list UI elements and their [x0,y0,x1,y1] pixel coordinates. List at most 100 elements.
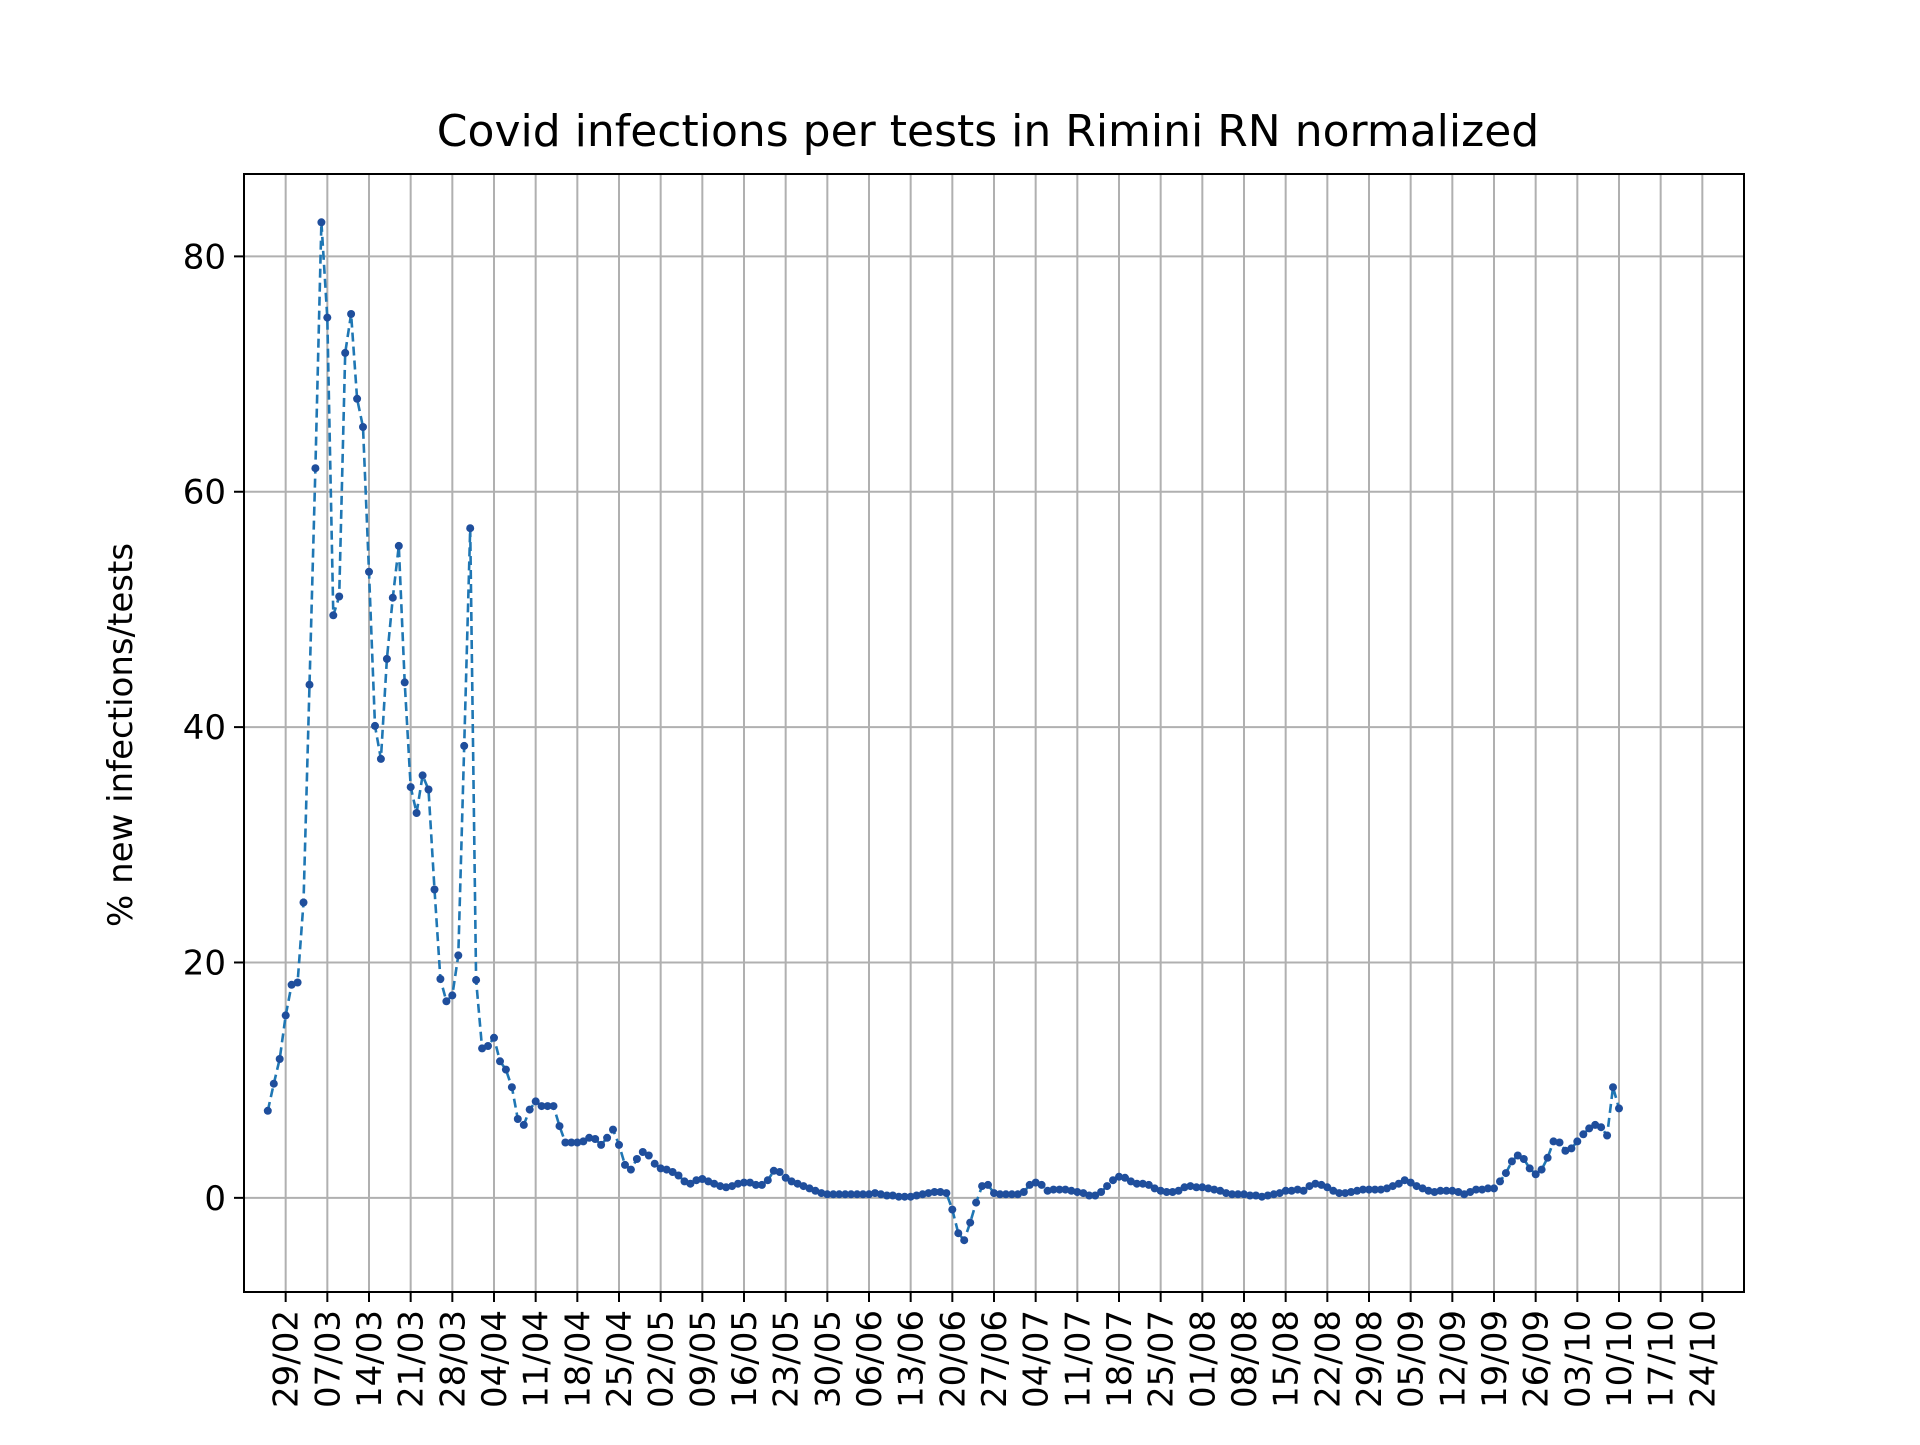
data-point [549,1102,558,1111]
data-point [353,394,362,403]
data-point [531,1097,540,1106]
y-tick-label: 20 [183,943,226,983]
x-tick-label: 05/09 [1392,1310,1432,1408]
data-point [650,1159,659,1168]
data-point [1323,1183,1332,1192]
data-point [293,978,302,987]
data-point [1436,1186,1445,1195]
data-point [335,592,344,601]
data-point [400,678,409,687]
data-point [1150,1184,1159,1193]
data-point [1543,1153,1552,1162]
data-point [865,1190,873,1199]
data-point [1287,1186,1296,1195]
data-point [882,1191,891,1200]
y-tick-label: 80 [183,237,226,277]
data-point [341,348,350,357]
data-point [519,1120,528,1129]
data-point [1174,1186,1183,1195]
data-point [376,754,385,763]
data-point [644,1151,653,1160]
data-point [561,1138,570,1147]
data-point [1240,1190,1248,1199]
data-point [990,1189,998,1198]
x-tick-label: 16/05 [725,1310,765,1408]
data-point [591,1135,600,1143]
data-point [835,1190,844,1199]
data-point [1246,1191,1254,1200]
data-point [1210,1185,1219,1194]
data-point [567,1138,576,1147]
data-point [1061,1185,1070,1194]
data-point [1007,1190,1016,1199]
data-point [948,1205,957,1214]
data-point [1097,1188,1106,1196]
x-tick-label: 19/09 [1475,1310,1515,1408]
x-tick-label: 12/09 [1433,1310,1473,1408]
data-point [382,654,391,663]
data-point [1162,1188,1171,1196]
data-point [1448,1186,1457,1195]
data-point [1001,1190,1010,1199]
data-point [954,1229,963,1238]
x-tick-label: 04/04 [475,1310,515,1408]
y-axis: 0 20 40 60 80 [183,237,244,1219]
data-point [1037,1180,1046,1189]
data-point [317,218,326,227]
chart-title: Covid infections per tests in Rimini RN … [437,106,1539,157]
data-point [1442,1186,1451,1195]
data-point [1186,1182,1195,1191]
data-point [829,1190,838,1199]
data-point [853,1190,862,1199]
data-point [912,1191,921,1200]
data-point [894,1192,903,1201]
data-point [1513,1151,1522,1160]
data-point [359,423,367,431]
data-point [1049,1185,1058,1194]
data-point [501,1065,510,1074]
data-point [1335,1189,1344,1198]
data-point [513,1115,522,1123]
data-point [1388,1182,1397,1191]
data-point [573,1138,582,1147]
data-point [1251,1191,1260,1200]
data-point [966,1218,975,1227]
x-tick-label: 29/08 [1350,1310,1390,1408]
data-point [930,1188,939,1196]
data-point [960,1236,969,1245]
data-point [811,1186,820,1195]
data-point [1299,1186,1308,1195]
data-point [347,310,356,318]
data-point [1424,1186,1433,1195]
data-point [1085,1191,1094,1200]
data-point [1406,1178,1415,1187]
data-point [448,991,457,1000]
data-point [466,524,475,533]
x-tick-label: 25/04 [600,1310,640,1408]
data-point [859,1190,867,1199]
data-point [972,1198,981,1207]
data-point [460,741,469,750]
x-tick-label: 30/05 [808,1310,848,1408]
x-tick-label: 02/05 [642,1310,682,1408]
data-point [1496,1177,1504,1186]
data-point [1507,1157,1516,1166]
data-point [1376,1185,1385,1194]
x-tick-label: 17/10 [1642,1310,1682,1408]
data-point [638,1148,647,1156]
data-point [1115,1172,1123,1181]
x-tick-label: 15/08 [1267,1310,1307,1408]
data-point [442,997,451,1006]
x-tick-label: 13/06 [892,1310,932,1408]
x-axis: 29/02 07/03 14/03 21/03 28/03 04/04 11/04 18/04… [267,1292,1723,1408]
data-point [1573,1137,1582,1146]
x-tick-label: 14/03 [350,1310,390,1408]
data-point [1341,1189,1350,1198]
x-tick-label: 20/06 [933,1310,973,1408]
data-point [1615,1104,1623,1113]
data-point [406,783,415,792]
data-point [823,1190,832,1199]
data-point [579,1137,588,1146]
